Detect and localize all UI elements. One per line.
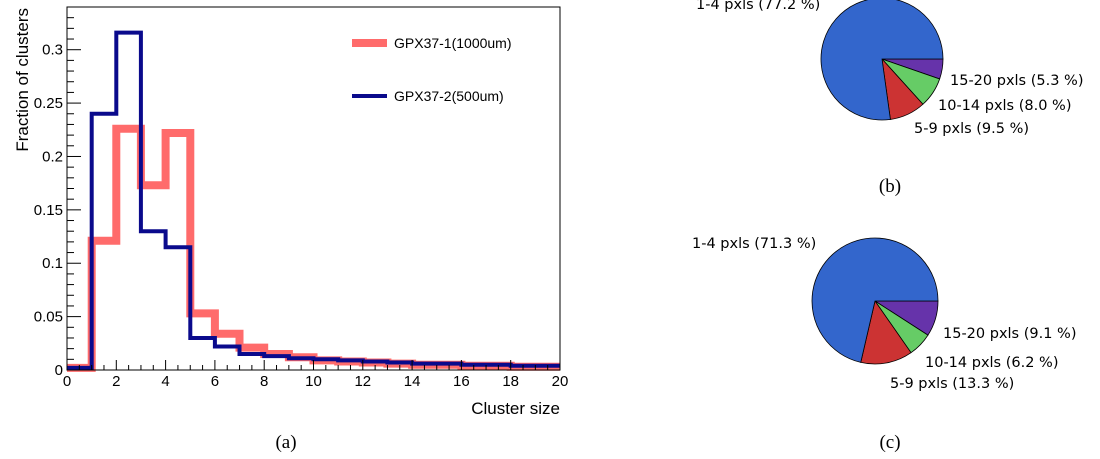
pie-b-label-15-20: 15-20 pxls (5.3 %) (950, 73, 1083, 89)
x-tick-label: 20 (552, 373, 569, 390)
x-tick-label: 16 (453, 373, 470, 390)
histogram-panel: 0 2 4 6 8 10 12 14 16 18 20 0 0.05 0.1 0.15 0.2 0.25 0.3… (13, 6, 569, 453)
legend: GPX37-1(1000um) GPX37-2(500um) (352, 35, 512, 104)
histogram-series-2 (67, 30, 560, 370)
y-tick-label: 0.1 (42, 255, 63, 272)
x-axis-ticks: 0 2 4 6 8 10 12 14 16 18 20 (63, 360, 569, 390)
y-tick-label: 0.2 (42, 148, 63, 165)
y-tick-label: 0.15 (34, 202, 63, 219)
caption-b: (b) (879, 176, 901, 197)
x-tick-label: 2 (112, 373, 120, 390)
x-axis-title: Cluster size (471, 399, 560, 418)
legend-label-series-2: GPX37-2(500um) (394, 88, 504, 104)
x-tick-label: 14 (404, 373, 421, 390)
x-tick-label: 8 (260, 373, 268, 390)
pie-b-label-10-14: 10-14 pxls (8.0 %) (938, 98, 1071, 114)
y-tick-label: 0.05 (34, 309, 63, 326)
caption-a: (a) (275, 432, 296, 453)
pie-c-label-15-20: 15-20 pxls (9.1 %) (943, 326, 1076, 342)
pie-c-slices (811, 237, 939, 365)
y-axis-title: Fraction of clusters (13, 8, 32, 152)
pie-b-label-1-4: 1-4 pxls (77.2 %) (696, 0, 820, 13)
x-tick-label: 0 (63, 373, 71, 390)
legend-label-series-1: GPX37-1(1000um) (394, 35, 512, 51)
pie-b-slices (820, 0, 944, 121)
y-tick-label: 0 (55, 362, 63, 379)
x-tick-label: 6 (211, 373, 219, 390)
x-tick-label: 10 (305, 373, 322, 390)
pie-c-label-5-9: 5-9 pxls (13.3 %) (890, 376, 1014, 392)
caption-c: (c) (879, 432, 900, 453)
y-tick-label: 0.3 (42, 42, 63, 59)
y-axis-ticks: 0 0.05 0.1 0.15 0.2 0.25 0.3 (34, 6, 81, 379)
pie-chart-b: 1-4 pxls (77.2 %) 15-20 pxls (5.3 %) 10-… (696, 0, 1083, 197)
pie-c-slice-0 (811, 237, 939, 363)
y-tick-label: 0.25 (34, 95, 63, 112)
histogram-series-group (67, 30, 560, 372)
pie-c-label-10-14: 10-14 pxls (6.2 %) (925, 355, 1058, 371)
x-tick-label: 12 (354, 373, 371, 390)
x-tick-label: 4 (161, 373, 169, 390)
pie-c-label-1-4: 1-4 pxls (71.3 %) (692, 236, 816, 252)
x-tick-label: 18 (502, 373, 519, 390)
pie-chart-c: 1-4 pxls (71.3 %) 15-20 pxls (9.1 %) 10-… (692, 236, 1076, 453)
pie-b-slice-0 (820, 0, 944, 121)
pie-b-label-5-9: 5-9 pxls (9.5 %) (914, 121, 1029, 137)
